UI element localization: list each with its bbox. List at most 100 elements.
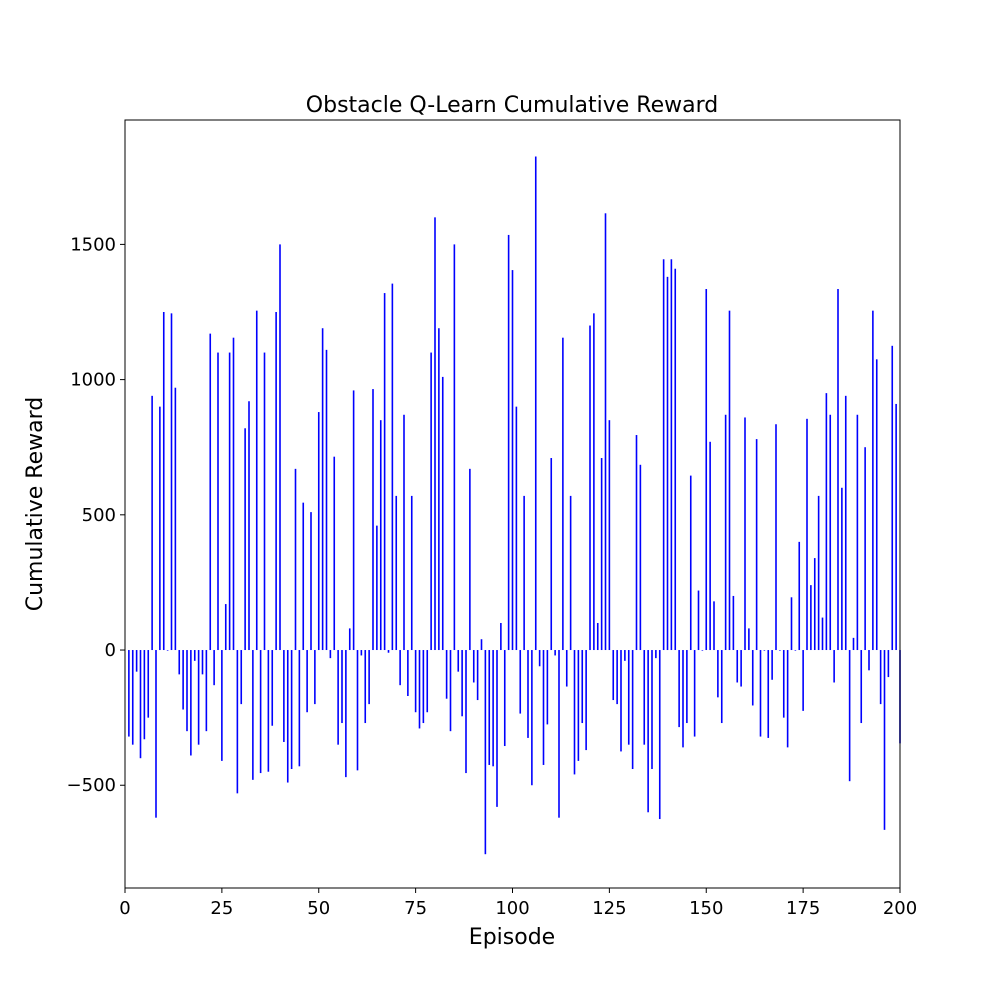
- bar: [879, 650, 882, 705]
- bar: [864, 447, 866, 651]
- bar: [228, 352, 231, 651]
- bar: [527, 650, 529, 738]
- bar: [833, 650, 835, 683]
- bar: [333, 456, 336, 651]
- bar: [635, 435, 638, 651]
- x-axis: 0 25 50 75 100 125 150 175 200: [119, 888, 917, 919]
- y-axis: −500 0 500 1000 1500: [67, 234, 125, 796]
- bar: [573, 650, 576, 775]
- bar: [162, 312, 165, 651]
- bar: [507, 234, 510, 651]
- bar: [240, 650, 243, 705]
- x-tick-label: 200: [883, 898, 917, 919]
- bar: [376, 525, 378, 651]
- bar: [693, 650, 696, 737]
- bar: [379, 420, 382, 651]
- bar: [143, 650, 146, 740]
- bar: [267, 650, 270, 772]
- bar: [275, 312, 277, 651]
- bar: [457, 650, 460, 672]
- bar: [891, 345, 894, 651]
- bar: [410, 495, 413, 651]
- bar: [736, 650, 739, 683]
- bar: [372, 389, 374, 651]
- x-tick-label: 100: [495, 898, 529, 919]
- bar: [182, 650, 184, 710]
- bar: [662, 259, 665, 651]
- bar: [453, 244, 456, 651]
- bar: [689, 475, 692, 651]
- bar: [872, 310, 874, 651]
- bar: [395, 495, 398, 651]
- bar: [449, 650, 452, 732]
- bar: [852, 637, 855, 651]
- bar: [875, 359, 878, 651]
- bar: [813, 558, 816, 651]
- x-tick-label: 25: [210, 898, 233, 919]
- bar: [399, 650, 401, 686]
- bar: [837, 289, 839, 651]
- y-tick-label: −500: [67, 775, 116, 796]
- bar: [534, 156, 537, 651]
- bar: [151, 395, 153, 651]
- y-axis-label: Cumulative Reward: [23, 397, 48, 612]
- bar: [286, 650, 289, 783]
- bar: [325, 349, 328, 651]
- bar: [465, 650, 467, 774]
- bar: [341, 650, 343, 724]
- bar: [252, 650, 254, 780]
- bar: [546, 650, 549, 725]
- bar: [492, 650, 494, 767]
- bar: [391, 283, 394, 651]
- bar: [558, 650, 560, 818]
- bar: [155, 650, 157, 818]
- bar: [550, 458, 553, 651]
- bar: [883, 650, 886, 830]
- bar: [794, 650, 797, 651]
- bar: [469, 468, 471, 651]
- bar: [581, 650, 584, 724]
- bar: [620, 650, 622, 752]
- bar: [337, 650, 339, 745]
- bar: [701, 650, 704, 651]
- bar: [554, 650, 556, 656]
- bar: [821, 617, 824, 651]
- bar: [771, 650, 773, 680]
- bar: [232, 337, 235, 651]
- bar: [345, 650, 347, 778]
- bar: [255, 310, 258, 651]
- bar: [511, 270, 514, 651]
- bar: [263, 352, 266, 651]
- bar: [643, 650, 646, 745]
- bar: [321, 328, 324, 651]
- bar: [360, 650, 363, 656]
- bar: [674, 268, 677, 651]
- bar: [190, 650, 192, 756]
- y-tick-label: 1000: [70, 370, 116, 391]
- bar: [751, 650, 754, 706]
- bar: [131, 650, 134, 745]
- bar: [732, 595, 735, 651]
- x-tick-label: 0: [119, 898, 130, 919]
- bar: [290, 650, 293, 770]
- bar: [488, 650, 491, 765]
- bar: [302, 502, 305, 651]
- bar: [480, 639, 483, 651]
- bar: [709, 441, 711, 651]
- bar: [542, 650, 545, 765]
- x-tick-label: 175: [786, 898, 820, 919]
- bar: [755, 439, 758, 651]
- bar: [658, 650, 661, 820]
- bar: [717, 650, 719, 698]
- bar: [841, 487, 843, 651]
- bars-group: [128, 156, 901, 855]
- bar: [383, 293, 386, 651]
- bar: [779, 650, 781, 651]
- bar: [128, 650, 130, 737]
- bar: [178, 650, 181, 675]
- bar: [697, 590, 700, 651]
- bar: [472, 650, 475, 683]
- bar: [221, 650, 223, 761]
- bar: [170, 313, 173, 651]
